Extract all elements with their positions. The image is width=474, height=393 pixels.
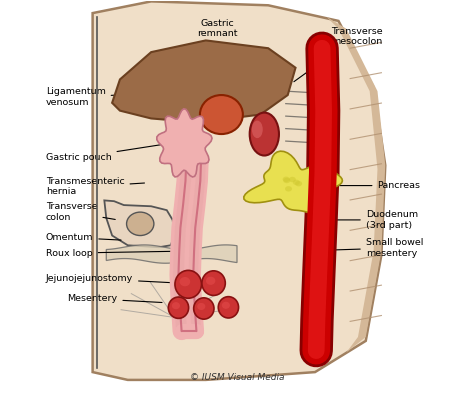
Text: Pancreas: Pancreas [324,181,420,190]
Ellipse shape [222,302,230,309]
Text: Gastric pouch: Gastric pouch [46,144,164,162]
Ellipse shape [283,178,290,183]
Ellipse shape [289,177,296,182]
Polygon shape [106,245,237,263]
Text: Transverse
colon: Transverse colon [46,202,115,222]
Ellipse shape [200,95,243,134]
Ellipse shape [172,302,180,309]
Text: Mesentery: Mesentery [67,294,162,303]
Ellipse shape [197,303,205,310]
Text: Omentum: Omentum [46,233,121,242]
Ellipse shape [295,181,302,186]
Polygon shape [104,200,174,247]
Text: Ligamentum
venosum: Ligamentum venosum [46,87,115,107]
Ellipse shape [206,277,215,285]
Polygon shape [112,40,295,122]
Ellipse shape [293,180,300,185]
Ellipse shape [252,121,263,138]
Text: Roux loop: Roux loop [46,249,182,257]
Text: Transverse
mesocolon: Transverse mesocolon [294,27,382,82]
Ellipse shape [194,298,214,319]
Ellipse shape [285,186,292,191]
Ellipse shape [218,297,238,318]
Polygon shape [157,109,212,177]
Polygon shape [244,151,342,214]
Ellipse shape [202,271,225,296]
Polygon shape [327,17,385,353]
Text: Gastric
remnant: Gastric remnant [197,19,238,86]
Text: Jejunojejunostomy: Jejunojejunostomy [46,274,178,283]
Text: © IUSM Visual Media: © IUSM Visual Media [190,373,284,382]
Text: Transmesenteric
hernia: Transmesenteric hernia [46,177,145,196]
Ellipse shape [168,297,189,318]
Text: Duodenum
(3rd part): Duodenum (3rd part) [324,210,418,230]
Ellipse shape [180,277,190,286]
Ellipse shape [283,176,290,182]
Ellipse shape [175,270,201,298]
Ellipse shape [127,212,154,235]
Ellipse shape [250,113,279,156]
Text: Small bowel
mesentery: Small bowel mesentery [324,238,423,258]
Polygon shape [92,2,385,380]
